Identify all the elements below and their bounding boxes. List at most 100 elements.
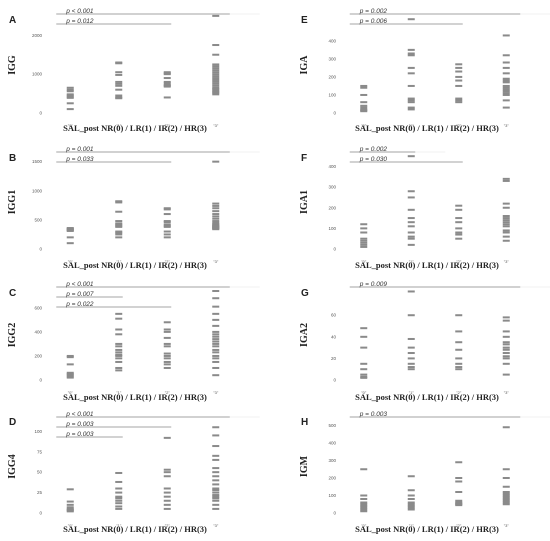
data-point xyxy=(115,487,123,490)
data-point xyxy=(212,215,220,218)
data-point xyxy=(502,503,510,506)
data-point xyxy=(455,231,463,234)
data-point xyxy=(407,368,415,371)
data-point xyxy=(407,97,415,100)
y-tick-label: 0 xyxy=(39,247,42,252)
y-axis-label: IGA xyxy=(299,55,310,75)
category-label: "0" xyxy=(361,123,367,128)
data-point xyxy=(115,351,123,354)
data-point xyxy=(115,80,123,83)
data-point xyxy=(115,225,123,228)
x-axis-label: SAL_post NR(0) / LR(1) / IR(2) / HR(3) xyxy=(63,392,207,402)
data-point xyxy=(455,461,463,464)
data-point xyxy=(360,508,368,511)
data-point xyxy=(212,483,220,486)
data-point xyxy=(212,222,220,225)
data-point xyxy=(212,479,220,482)
data-point xyxy=(407,66,415,69)
data-point xyxy=(212,434,220,437)
data-point xyxy=(407,235,415,238)
panel-f: F IGA1 SAL_post NR(0) / LR(1) / IR(2) / HR… xyxy=(299,146,510,270)
data-point xyxy=(360,501,368,504)
data-point xyxy=(502,362,510,365)
y-axis-label: IGG1 xyxy=(7,190,18,214)
data-point xyxy=(115,220,123,223)
data-point xyxy=(163,208,171,211)
data-point xyxy=(163,357,171,360)
data-point xyxy=(212,63,220,66)
data-point xyxy=(407,314,415,317)
panel-letter: E xyxy=(301,15,308,26)
data-point xyxy=(407,99,415,102)
y-tick-label: 200 xyxy=(328,476,336,481)
data-point xyxy=(407,337,415,340)
data-point xyxy=(407,346,415,349)
data-point xyxy=(455,99,463,102)
y-axis-label: IGG4 xyxy=(7,454,18,478)
data-point xyxy=(502,231,510,234)
p-value-label: p = 0.002 xyxy=(359,146,388,153)
data-point xyxy=(212,160,220,163)
data-point xyxy=(115,369,123,372)
data-point xyxy=(212,77,220,80)
data-point xyxy=(502,81,510,84)
p-value-label: p < 0.001 xyxy=(65,281,94,288)
x-axis-label: SAL_post NR(0) / LR(1) / IR(2) / HR(3) xyxy=(355,524,499,534)
category-label: "0" xyxy=(68,390,74,395)
data-point xyxy=(455,221,463,224)
data-point xyxy=(360,373,368,376)
category-label: "2" xyxy=(165,123,171,128)
y-tick-label: 1500 xyxy=(32,159,43,164)
data-point xyxy=(502,61,510,64)
y-tick-label: 40 xyxy=(331,334,337,339)
data-point xyxy=(360,498,368,500)
data-point xyxy=(212,87,220,90)
data-point xyxy=(212,69,220,72)
data-point xyxy=(212,348,220,351)
data-point xyxy=(455,217,463,220)
x-axis-label: SAL_post NR(0) / LR(1) / IR(2) / HR(3) xyxy=(63,524,207,534)
data-point xyxy=(163,82,171,85)
data-point xyxy=(212,345,220,348)
data-point xyxy=(502,229,510,232)
data-point xyxy=(163,475,171,478)
data-point xyxy=(115,502,123,505)
data-point xyxy=(212,491,220,494)
data-point xyxy=(455,366,463,369)
data-point xyxy=(163,436,171,439)
data-point xyxy=(407,101,415,104)
data-point xyxy=(502,99,510,102)
data-point xyxy=(163,354,171,357)
data-point xyxy=(212,82,220,85)
data-point xyxy=(163,213,171,216)
data-point xyxy=(502,373,510,376)
data-point xyxy=(66,376,74,379)
data-point xyxy=(212,426,220,429)
y-tick-label: 1000 xyxy=(32,72,43,77)
data-point xyxy=(502,77,510,80)
data-point xyxy=(407,362,415,365)
y-axis-label: IGG2 xyxy=(7,323,18,347)
data-point xyxy=(115,82,123,85)
data-point xyxy=(66,510,74,513)
data-point xyxy=(163,336,171,339)
data-point xyxy=(66,242,74,245)
category-label: "3" xyxy=(213,259,219,264)
data-point xyxy=(163,342,171,345)
y-tick-label: 0 xyxy=(333,247,336,252)
data-point xyxy=(163,220,171,223)
data-point xyxy=(407,366,415,369)
data-point xyxy=(115,224,123,227)
data-point xyxy=(407,475,415,478)
data-point xyxy=(360,510,368,513)
data-point xyxy=(360,503,368,506)
data-point xyxy=(212,360,220,363)
category-label: "2" xyxy=(165,523,171,528)
data-point xyxy=(115,84,123,87)
data-point xyxy=(212,73,220,76)
data-point xyxy=(502,215,510,217)
data-point xyxy=(360,101,368,104)
data-point xyxy=(212,454,220,457)
data-point xyxy=(115,328,123,331)
data-point xyxy=(455,499,463,502)
